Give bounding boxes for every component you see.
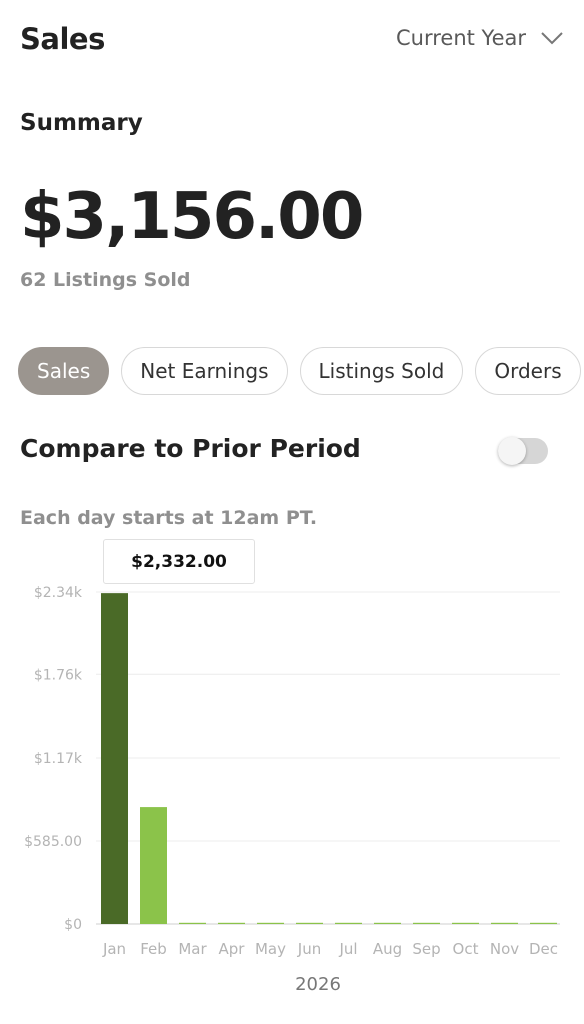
y-tick-label: $1.76k (34, 667, 83, 683)
listings-sold-count: 62 Listings Sold (20, 269, 191, 291)
compare-label: Compare to Prior Period (20, 434, 361, 463)
x-tick-label: Jan (102, 940, 126, 958)
x-tick-label: Feb (140, 940, 167, 958)
bar (179, 922, 206, 924)
chevron-down-icon (541, 32, 563, 45)
y-tick-label: $585.00 (24, 834, 82, 850)
toggle-knob (498, 437, 526, 465)
sales-chart: $0 $585.00 $1.17k $1.76k $2.34k Jan Feb Mar Apr M… (24, 585, 560, 995)
x-axis-label: 2026 (295, 974, 341, 995)
y-tick-label: $0 (64, 917, 82, 933)
timezone-note: Each day starts at 12am PT. (20, 507, 318, 529)
tab-net-earnings[interactable]: Net Earnings (121, 347, 288, 395)
y-tick-label: $1.17k (34, 751, 83, 767)
x-tick-label: Apr (219, 940, 246, 958)
bar (374, 922, 401, 924)
y-tick-label: $2.34k (34, 585, 83, 601)
x-tick-label: May (255, 940, 286, 958)
x-tick-label: Sep (412, 940, 440, 958)
header: Sales Current Year (20, 22, 564, 62)
tab-sales[interactable]: Sales (18, 347, 110, 395)
page-title: Sales (20, 22, 105, 56)
period-selector[interactable]: Current Year (396, 26, 564, 50)
bar (140, 807, 167, 924)
bar (335, 922, 362, 924)
bar (452, 922, 479, 924)
bar (530, 922, 557, 924)
bar-tooltip: $2,332.00 (103, 539, 255, 584)
bar (101, 593, 128, 924)
bar (296, 922, 323, 924)
x-tick-label: Nov (490, 940, 519, 958)
metric-tabs: Sales Net Earnings Listings Sold Orders (18, 347, 581, 397)
x-tick-label: Dec (529, 940, 558, 958)
x-tick-label: Oct (453, 940, 479, 958)
bar (218, 922, 245, 924)
summary-heading: Summary (20, 110, 143, 136)
x-tick-label: Aug (373, 940, 402, 958)
tab-orders[interactable]: Orders (475, 347, 581, 395)
bar (491, 922, 518, 924)
compare-toggle[interactable] (498, 437, 548, 465)
x-tick-label: Jun (297, 940, 321, 958)
sales-total: $3,156.00 (20, 180, 364, 254)
x-tick-label: Jul (338, 940, 357, 958)
bar (257, 922, 284, 924)
x-tick-label: Mar (178, 940, 207, 958)
tab-listings-sold[interactable]: Listings Sold (299, 347, 464, 395)
period-selector-label: Current Year (395, 26, 526, 50)
bar (413, 922, 440, 924)
